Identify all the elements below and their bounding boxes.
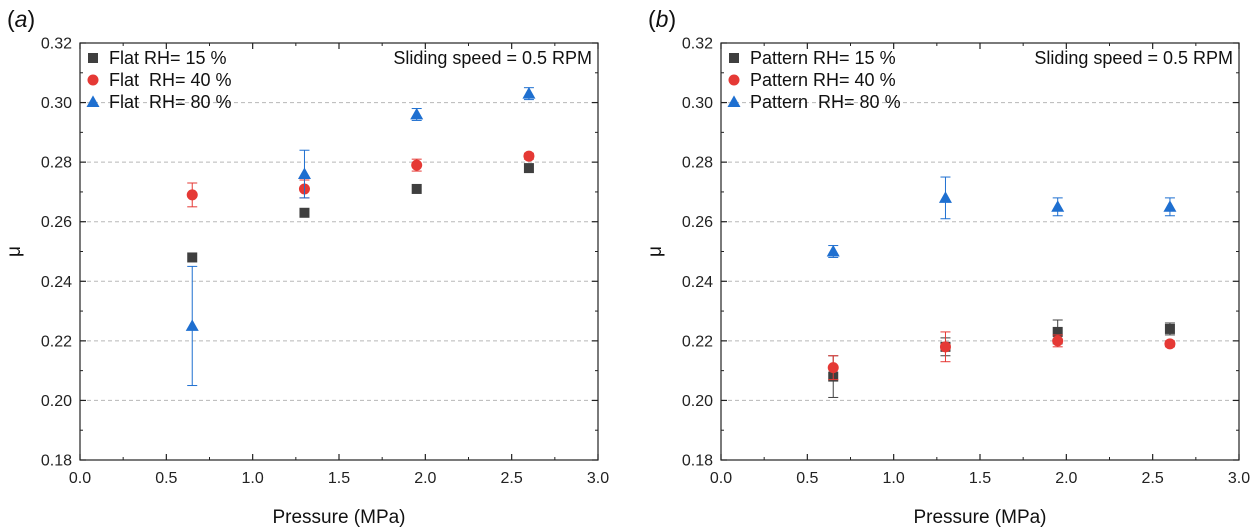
y-tick-label: 0.30	[41, 95, 72, 112]
x-tick-label: 3.0	[1228, 470, 1250, 487]
y-tick-label: 0.22	[41, 333, 72, 350]
data-point	[410, 107, 424, 120]
legend-label: Flat RH= 80 %	[109, 92, 232, 112]
data-point	[411, 183, 422, 194]
x-tick-label: 2.5	[501, 470, 523, 487]
data-point	[939, 341, 951, 353]
series-triangle	[185, 87, 536, 387]
x-tick-label: 1.0	[242, 470, 264, 487]
panel-label: (a)	[7, 6, 35, 32]
data-point	[1164, 338, 1176, 350]
legend: Flat RH= 15 %Flat RH= 40 %Flat RH= 80 %	[86, 48, 232, 112]
data-point	[186, 189, 198, 201]
x-tick-label: 1.0	[883, 470, 905, 487]
series-square	[828, 319, 1175, 398]
data-point	[1163, 200, 1177, 212]
legend-marker	[729, 53, 739, 63]
y-tick-label: 0.32	[682, 36, 713, 53]
x-tick-label: 3.0	[587, 470, 609, 487]
panel-label: (b)	[648, 6, 676, 32]
y-tick-label: 0.18	[41, 453, 72, 470]
annotation-sliding-speed: Sliding speed = 0.5 RPM	[393, 48, 592, 68]
data-point	[1164, 323, 1175, 334]
legend-marker	[86, 95, 100, 107]
y-tick-label: 0.22	[682, 333, 713, 350]
data-point	[522, 87, 536, 99]
data-point	[1051, 200, 1065, 212]
data-point	[1052, 326, 1063, 337]
data-point	[938, 191, 952, 203]
y-axis-label: μ	[645, 246, 666, 257]
y-tick-label: 0.26	[682, 214, 713, 231]
data-point	[523, 163, 534, 174]
series-circle	[827, 331, 1176, 381]
x-axis-label: Pressure (MPa)	[272, 507, 405, 528]
x-tick-label: 2.5	[1142, 470, 1164, 487]
data-point	[826, 244, 840, 257]
x-tick-label: 0.5	[796, 470, 818, 487]
legend-label: Flat RH= 40 %	[109, 70, 232, 90]
legend-marker	[728, 74, 740, 86]
x-tick-label: 2.0	[414, 470, 436, 487]
data-point	[411, 159, 423, 171]
x-axis-label: Pressure (MPa)	[913, 507, 1046, 528]
chart-panel-a: 0.0 0.5 1.0 1.5 2.0 2.5 3.0 0.18 0.20 0.22 0.24 0.2…	[4, 6, 609, 528]
x-tick-label: 0.5	[155, 470, 177, 487]
y-tick-label: 0.32	[41, 36, 72, 53]
chart-panel-b: 0.0 0.5 1.0 1.5 2.0 2.5 3.0 0.18 0.20 0.22 0.24 0.2…	[645, 6, 1250, 528]
legend-marker	[727, 95, 741, 107]
legend-label: Pattern RH= 15 %	[750, 48, 896, 68]
series-triangle	[826, 176, 1177, 258]
y-tick-label: 0.18	[682, 453, 713, 470]
y-axis-label: μ	[4, 246, 25, 257]
annotation-sliding-speed: Sliding speed = 0.5 RPM	[1034, 48, 1233, 68]
y-tick-label: 0.20	[41, 393, 72, 410]
data-point	[297, 167, 311, 180]
y-tick-label: 0.24	[41, 274, 72, 291]
series-square	[187, 163, 534, 263]
legend-marker	[88, 53, 98, 63]
data-point	[523, 150, 535, 162]
x-tick-label: 1.5	[328, 470, 350, 487]
legend-label: Flat RH= 15 %	[109, 48, 227, 68]
y-tick-label: 0.28	[682, 155, 713, 172]
data-point	[1052, 335, 1064, 347]
data-point	[827, 362, 839, 374]
x-tick-label: 0.0	[69, 470, 91, 487]
x-tick-label: 2.0	[1055, 470, 1077, 487]
legend: Pattern RH= 15 %Pattern RH= 40 %Pattern …	[727, 48, 901, 112]
y-tick-label: 0.30	[682, 95, 713, 112]
data-point	[185, 319, 199, 331]
data-point	[187, 252, 198, 263]
y-tick-label: 0.26	[41, 214, 72, 231]
data-point	[299, 207, 310, 218]
legend-label: Pattern RH= 40 %	[750, 70, 896, 90]
y-tick-label: 0.20	[682, 393, 713, 410]
y-tick-label: 0.28	[41, 155, 72, 172]
x-tick-label: 1.5	[969, 470, 991, 487]
series-circle	[186, 150, 535, 208]
legend-marker	[87, 74, 99, 86]
legend-label: Pattern RH= 80 %	[750, 92, 901, 112]
y-tick-label: 0.24	[682, 274, 713, 291]
x-tick-label: 0.0	[710, 470, 732, 487]
